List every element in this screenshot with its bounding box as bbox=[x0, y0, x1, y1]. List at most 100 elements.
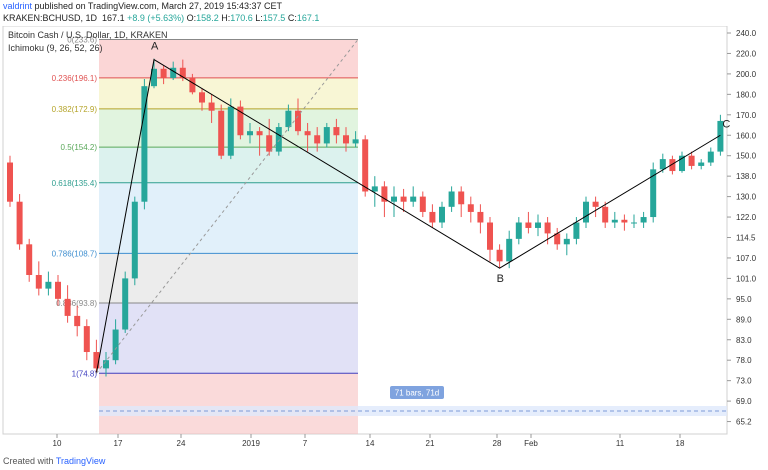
open-value: 158.2 bbox=[196, 13, 219, 23]
y-tick-label: 138.0 bbox=[736, 172, 757, 181]
candle-body bbox=[199, 92, 205, 103]
range-badge bbox=[390, 386, 444, 399]
x-tick-label: 24 bbox=[177, 439, 186, 448]
candle-body bbox=[506, 238, 513, 262]
candle-body bbox=[83, 326, 90, 353]
candle-body bbox=[275, 127, 282, 152]
candle-body bbox=[688, 155, 695, 166]
candle-body bbox=[525, 222, 532, 228]
candle-body bbox=[698, 162, 705, 166]
candle-body bbox=[74, 315, 81, 327]
candle-body bbox=[314, 135, 321, 144]
candle-body bbox=[679, 155, 685, 172]
tradingview-logo[interactable]: TradingView bbox=[55, 456, 106, 466]
candle-body bbox=[467, 204, 474, 212]
candle-body bbox=[64, 298, 71, 316]
author-link[interactable]: valdrint bbox=[3, 1, 33, 11]
y-axis: 240.0 220.0 200.0 180.0 170.0 160.0 150.0 138.0… bbox=[727, 29, 757, 427]
fib-level-label: 0.786(108.7) bbox=[52, 249, 98, 258]
candle-body bbox=[496, 249, 503, 262]
candle-body bbox=[35, 274, 42, 289]
y-tick-label: 83.0 bbox=[736, 336, 752, 345]
candle-body bbox=[160, 68, 167, 78]
fib-zone bbox=[99, 39, 358, 78]
footer: Created with TradingView bbox=[0, 454, 768, 470]
candle-body bbox=[458, 191, 465, 205]
x-tick-label: 18 bbox=[676, 439, 685, 448]
candle-body bbox=[573, 222, 580, 239]
fib-level-label: 0(233.6) bbox=[67, 36, 97, 45]
candle-body bbox=[55, 281, 61, 299]
candle-body bbox=[563, 238, 570, 245]
indicator-label: Ichimoku (9, 26, 52, 26) bbox=[8, 43, 103, 53]
y-tick-label: 73.0 bbox=[736, 377, 752, 386]
candle-body bbox=[189, 77, 196, 93]
change-value: +8.9 (+5.63%) bbox=[127, 13, 185, 23]
candles bbox=[7, 58, 724, 377]
fib-level-label: 0.886(93.8) bbox=[56, 299, 97, 308]
drawings: A B C 71 bars, 71d bbox=[95, 39, 730, 416]
candle-body bbox=[371, 186, 378, 192]
y-tick-label: 122.0 bbox=[736, 213, 757, 222]
y-tick-label: 107.0 bbox=[736, 254, 757, 263]
candle-body bbox=[352, 139, 359, 144]
publish-info: valdrint published on TradingView.com, M… bbox=[3, 1, 282, 11]
y-tick-label: 170.0 bbox=[736, 111, 757, 120]
candle-body bbox=[669, 159, 676, 172]
y-tick-label: 78.0 bbox=[736, 356, 752, 365]
y-tick-label: 69.0 bbox=[736, 397, 752, 406]
y-tick-label: 220.0 bbox=[736, 49, 757, 58]
y-tick-label: 200.0 bbox=[736, 70, 757, 79]
high-value: 170.6 bbox=[230, 13, 253, 23]
candle-body bbox=[717, 120, 724, 152]
y-tick-label: 130.0 bbox=[736, 193, 757, 202]
candle-body bbox=[295, 110, 301, 132]
candle-body bbox=[381, 186, 388, 202]
x-tick-label: 2019 bbox=[242, 439, 260, 448]
fib-zone bbox=[99, 302, 358, 374]
candle-body bbox=[122, 278, 129, 330]
candle-body bbox=[391, 196, 397, 202]
candle-body bbox=[304, 131, 311, 136]
x-tick-label: 28 bbox=[493, 439, 502, 448]
fib-level-label: 0.236(196.1) bbox=[52, 74, 98, 83]
fib-level-label: 1(74.8) bbox=[72, 369, 98, 378]
candle-body bbox=[256, 131, 263, 136]
fib-zone bbox=[99, 182, 358, 254]
y-tick-label: 240.0 bbox=[736, 29, 757, 38]
created-with: Created with bbox=[3, 456, 54, 466]
fib-level-label: 0.618(135.4) bbox=[52, 179, 98, 188]
x-tick-label: 11 bbox=[616, 439, 625, 448]
candle-body bbox=[611, 219, 618, 223]
candle-body bbox=[640, 217, 647, 223]
open-label: O: bbox=[186, 13, 197, 23]
candle-body bbox=[707, 151, 714, 163]
close-label: C: bbox=[287, 13, 297, 23]
candle-body bbox=[631, 222, 637, 224]
fib-zone bbox=[99, 373, 358, 434]
candle-body bbox=[45, 281, 52, 289]
point-label: A bbox=[151, 41, 159, 53]
x-tick-label: 21 bbox=[426, 439, 435, 448]
candle-body bbox=[592, 201, 599, 207]
fib-zones bbox=[99, 39, 358, 434]
x-tick-label: 7 bbox=[303, 439, 308, 448]
candle-body bbox=[544, 222, 551, 234]
candle-body bbox=[429, 211, 436, 223]
candle-body bbox=[659, 159, 666, 170]
price-chart[interactable]: 0(233.6) 0.236(196.1) 0.382(172.9) 0.5(154.… bbox=[0, 26, 768, 454]
chart-title: Bitcoin Cash / U.S. Dollar, 1D, KRAKEN bbox=[8, 30, 168, 40]
candle-body bbox=[410, 196, 417, 202]
candle-body bbox=[103, 360, 109, 369]
x-tick-label: Feb bbox=[524, 439, 538, 448]
published-text: published on TradingView.com, March 27, … bbox=[34, 1, 283, 11]
close-value: 167.1 bbox=[296, 13, 320, 23]
x-tick-label: 14 bbox=[366, 439, 375, 448]
candle-body bbox=[237, 106, 244, 136]
candle-body bbox=[362, 139, 369, 192]
candle-body bbox=[487, 222, 493, 250]
candle-body bbox=[554, 233, 561, 245]
y-tick-label: 95.0 bbox=[736, 295, 752, 304]
candle-body bbox=[583, 201, 589, 223]
candle-body bbox=[535, 222, 541, 228]
